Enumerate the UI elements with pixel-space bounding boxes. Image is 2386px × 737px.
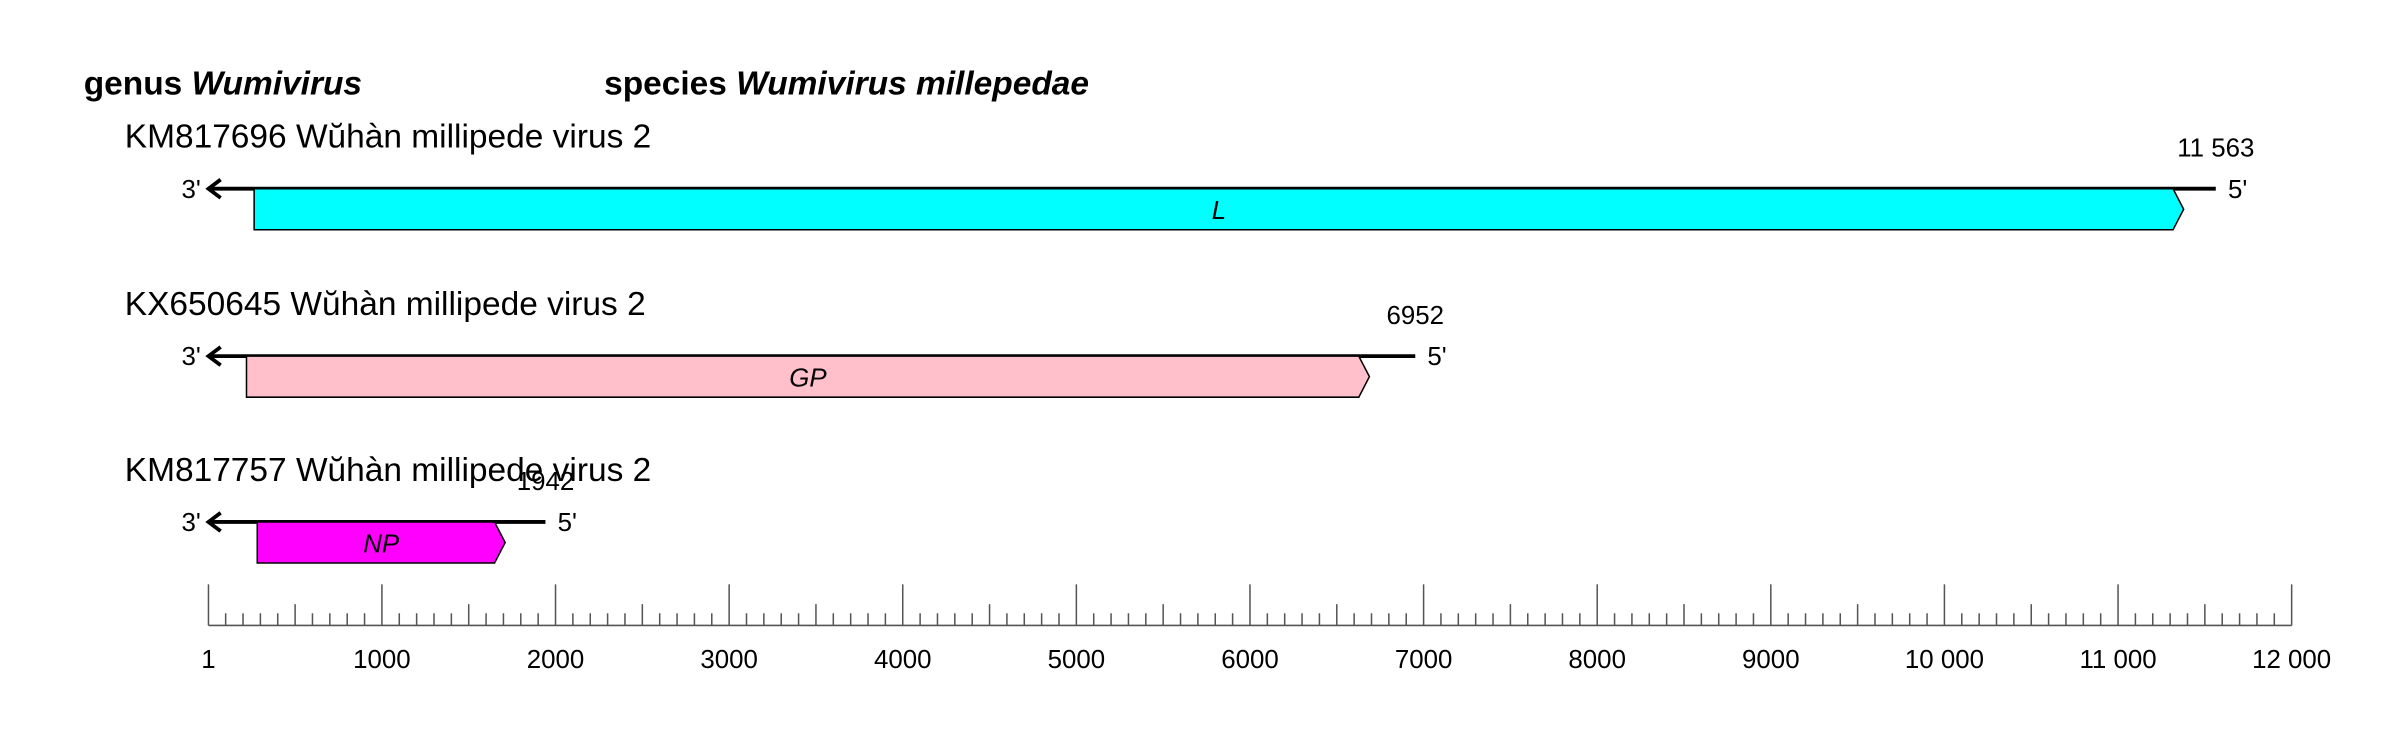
segment-name: KM817696 Wŭhàn millipede virus 2 bbox=[125, 119, 651, 156]
x-tick-label: 4000 bbox=[874, 646, 932, 674]
segment-length: 1942 bbox=[517, 468, 575, 496]
x-tick-label: 2000 bbox=[527, 646, 585, 674]
x-tick-label: 12 000 bbox=[2252, 646, 2331, 674]
x-tick-label: 6000 bbox=[1221, 646, 1279, 674]
genus-header: genus Wumivirus bbox=[84, 65, 362, 102]
segment-name: KX650645 Wŭhàn millipede virus 2 bbox=[125, 286, 646, 323]
gene-label: L bbox=[1212, 197, 1226, 225]
gene-label: NP bbox=[363, 530, 400, 558]
x-tick-label: 11 000 bbox=[2079, 646, 2156, 674]
species-label: species bbox=[604, 65, 727, 102]
gene bbox=[256, 521, 507, 564]
x-tick-label: 3000 bbox=[700, 646, 758, 674]
species-name: Wumivirus millepedae bbox=[736, 65, 1089, 102]
end-label-3: 3' bbox=[182, 176, 201, 204]
end-label-3: 3' bbox=[182, 343, 201, 371]
segment-length: 6952 bbox=[1386, 302, 1444, 330]
end-label-5: 5' bbox=[1427, 343, 1446, 371]
segment-name: KM817757 Wŭhàn millipede virus 2 bbox=[125, 452, 651, 489]
end-label-3: 3' bbox=[182, 509, 201, 537]
gene-label: GP bbox=[789, 365, 827, 393]
genus-label: genus bbox=[84, 65, 183, 102]
x-tick-label: 9000 bbox=[1742, 646, 1800, 674]
segment-arrowhead bbox=[205, 511, 222, 533]
x-tick-label: 10 000 bbox=[1905, 646, 1984, 674]
x-tick-label: 1 bbox=[201, 646, 215, 674]
genus-name: Wumivirus bbox=[192, 65, 362, 102]
end-label-5: 5' bbox=[558, 509, 577, 537]
segment-arrowhead bbox=[205, 178, 222, 200]
gene bbox=[245, 355, 1371, 398]
x-tick-label: 5000 bbox=[1048, 646, 1106, 674]
x-tick-label: 8000 bbox=[1568, 646, 1626, 674]
segment-length: 11 563 bbox=[2177, 135, 2254, 163]
species-header: species Wumivirus millepedae bbox=[604, 65, 1089, 102]
x-tick-label: 1000 bbox=[353, 646, 411, 674]
x-tick-label: 7000 bbox=[1395, 646, 1453, 674]
end-label-5: 5' bbox=[2228, 176, 2247, 204]
segment-arrowhead bbox=[205, 345, 222, 367]
gene bbox=[253, 187, 2185, 231]
